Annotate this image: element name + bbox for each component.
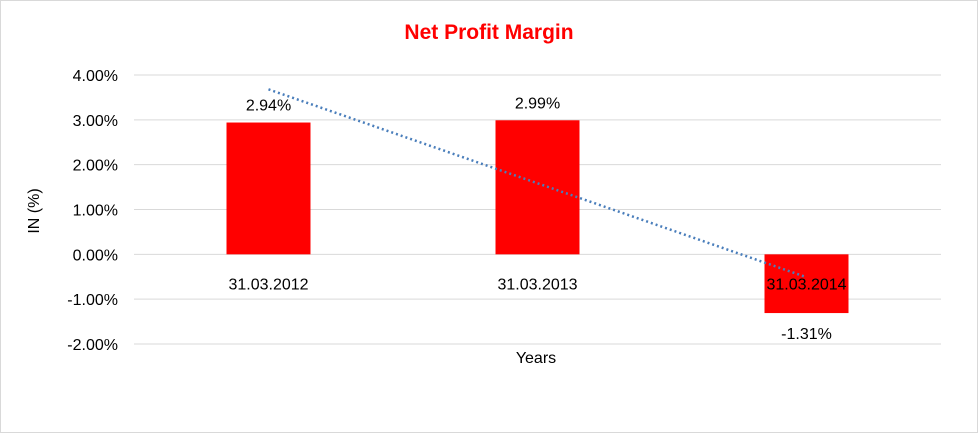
category-labels: 31.03.2012 31.03.2013 31.03.2014	[228, 276, 846, 293]
bars	[226, 120, 849, 314]
x-axis-title: Years	[516, 350, 556, 367]
data-label: 2.99%	[515, 95, 560, 112]
chart-title: Net Profit Margin	[404, 21, 573, 44]
data-label: -1.31%	[781, 326, 832, 343]
category-label: 31.03.2013	[497, 276, 577, 293]
y-axis-title: IN (%)	[26, 188, 43, 233]
y-tick-label: 1.00%	[73, 203, 118, 220]
y-tick-label: 4.00%	[73, 68, 118, 85]
bar	[495, 120, 580, 255]
y-tick-label: 2.00%	[73, 158, 118, 175]
category-label: 31.03.2014	[766, 276, 846, 293]
y-tick-label: -1.00%	[67, 292, 118, 309]
data-label: 2.94%	[246, 98, 291, 115]
data-labels: 2.94% 2.99% -1.31%	[246, 95, 832, 343]
category-label: 31.03.2012	[228, 276, 308, 293]
y-tick-labels: 4.00% 3.00% 2.00% 1.00% 0.00% -1.00% -2.00%	[67, 68, 118, 354]
y-tick-label: -2.00%	[67, 337, 118, 354]
bar	[226, 122, 311, 255]
y-tick-label: 0.00%	[73, 247, 118, 264]
bar	[764, 254, 849, 314]
y-tick-label: 3.00%	[73, 113, 118, 130]
